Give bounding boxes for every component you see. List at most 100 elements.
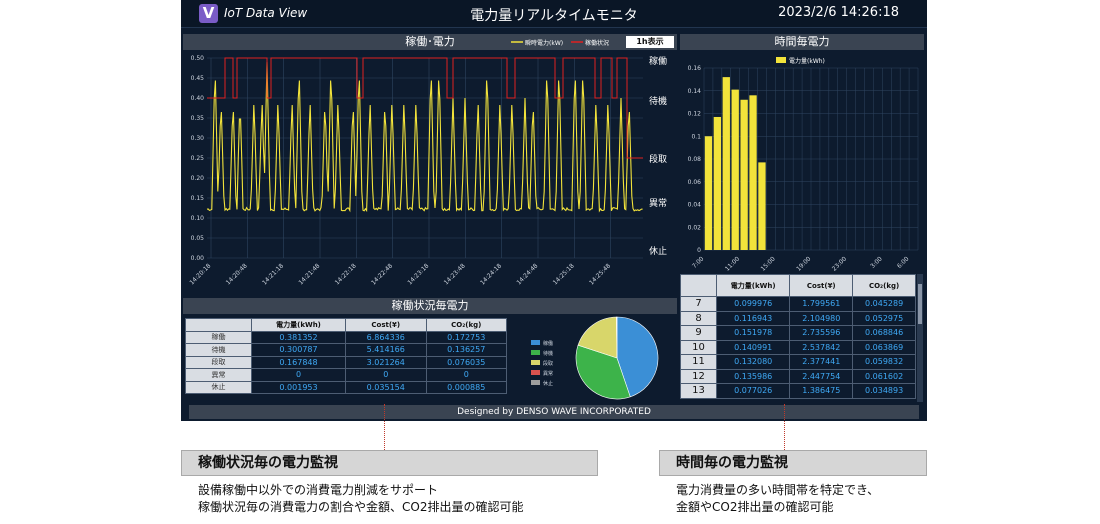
power-series-line	[206, 61, 643, 213]
bar	[722, 77, 730, 250]
bar	[749, 95, 757, 251]
table-cell: 待機	[185, 343, 252, 357]
range-1h-button[interactable]: 1h表示	[626, 36, 674, 48]
callout-hourly-line: 電力消費量の多い時間帯を特定でき、	[676, 483, 880, 497]
y-tick-label: 0.10	[191, 215, 205, 222]
y-tick-label: 0.45	[191, 75, 205, 82]
table-cell: 異常	[185, 368, 252, 382]
y-tick-label: 0.25	[191, 155, 205, 162]
table-cell: 0.151978	[715, 325, 791, 341]
pie-legend-swatch	[531, 350, 540, 355]
state-label: 待機	[649, 95, 667, 107]
table-cell: 0.167848	[250, 355, 347, 369]
table-cell: 0.052975	[852, 310, 916, 326]
table-row: 7 0.099976 1.799561 0.045289	[680, 296, 916, 312]
x-tick-label: 6:00	[896, 255, 911, 270]
app-logo-icon: V	[199, 4, 218, 23]
pie-legend-swatch	[531, 380, 540, 385]
pie-legend-swatch	[531, 340, 540, 345]
table-cell: 0.116943	[715, 310, 791, 326]
status-table: 電力量(kWh) Cost(¥) CO₂(kg) 稼働 0.381352 6.864…	[185, 318, 507, 394]
hourly-table-header: 電力量(kWh)	[715, 274, 791, 297]
table-cell: 0.077026	[715, 383, 791, 399]
status-table-header	[185, 318, 252, 332]
y-tick-label: 0.08	[688, 156, 702, 163]
table-cell: 5.414166	[345, 343, 427, 357]
callout-status-line: 稼働状況毎の消費電力の割合や金額、CO2排出量の確認可能	[198, 500, 524, 514]
state-label: 休止	[649, 245, 667, 257]
state-label: 稼働	[649, 55, 667, 67]
pie-legend-label: 休止	[543, 380, 553, 387]
x-tick-label: 14:24:48	[515, 262, 539, 286]
table-cell: 0.172753	[425, 330, 507, 344]
status-series-line	[207, 57, 643, 159]
x-tick-label: 19:00	[795, 255, 812, 272]
table-cell: 0.035154	[345, 380, 427, 394]
y-tick-label: 0.02	[688, 224, 702, 231]
scrollbar-thumb[interactable]	[918, 284, 922, 324]
current-datetime: 2023/2/6 14:26:18	[778, 5, 899, 20]
pie-legend-label: 異常	[543, 370, 553, 377]
status-panel-title-text: 稼働状況毎電力	[391, 299, 469, 312]
hourly-panel-title-text: 時間毎電力	[774, 35, 830, 48]
x-tick-label: 14:22:48	[370, 262, 394, 286]
page-title: 電力量リアルタイムモニタ	[470, 8, 638, 24]
table-cell: 段取	[185, 355, 252, 369]
table-cell: 6.864336	[345, 330, 427, 344]
hourly-table-scrollbar[interactable]	[917, 274, 923, 402]
pie-slice	[575, 344, 631, 400]
table-row: 11 0.132080 2.377441 0.059832	[680, 354, 916, 370]
callout-hourly-line: 金額やCO2排出量の確認可能	[676, 500, 834, 514]
y-tick-label: 0.12	[688, 111, 702, 118]
x-tick-label: 14:24:18	[479, 262, 503, 286]
table-cell: 1.799561	[789, 296, 854, 312]
y-tick-label: 0.00	[191, 255, 205, 262]
hourly-table: 電力量(kWh) Cost(¥) CO₂(kg) 7 0.099976 1.7995…	[680, 274, 916, 399]
x-tick-label: 14:23:48	[443, 262, 467, 286]
pie-legend-label: 待機	[543, 350, 553, 357]
y-tick-label: 0.1	[691, 133, 701, 140]
x-tick-label: 14:25:18	[552, 262, 576, 286]
table-cell: 3.021264	[345, 355, 427, 369]
table-cell: 2.377441	[789, 354, 854, 370]
callout-connector-left	[384, 404, 385, 450]
table-cell: 0.381352	[250, 330, 347, 344]
table-cell: 2.537842	[789, 339, 854, 355]
hourly-panel-title: 時間毎電力	[680, 34, 924, 50]
table-cell: 0.132080	[715, 354, 791, 370]
y-tick-label: 0.20	[191, 175, 205, 182]
table-cell: 2.104980	[789, 310, 854, 326]
table-row: 8 0.116943 2.104980 0.052975	[680, 310, 916, 326]
x-tick-label: 14:21:18	[261, 262, 285, 286]
table-row: 稼働 0.381352 6.864336 0.172753	[185, 330, 507, 344]
x-tick-label: 14:23:18	[406, 262, 430, 286]
y-tick-label: 0.30	[191, 135, 205, 142]
y-tick-label: 0.35	[191, 115, 205, 122]
operation-panel-title: 稼働･電力	[183, 34, 677, 50]
top-bar: V IoT Data View 電力量リアルタイムモニタ 2023/2/6 14…	[181, 0, 927, 28]
callout-status-line: 設備稼働中以外での消費電力削減をサポート	[198, 483, 439, 497]
table-cell: 0.140991	[715, 339, 791, 355]
pie-legend-label: 段取	[543, 360, 553, 367]
table-row: 13 0.077026 1.386475 0.034893	[680, 383, 916, 399]
y-tick-label: 0	[697, 247, 701, 254]
pie-slice	[616, 316, 659, 398]
table-row: 12 0.135986 2.447754 0.061602	[680, 368, 916, 384]
x-tick-label: 15:00	[760, 255, 777, 272]
x-tick-label: 11:00	[724, 255, 741, 272]
app-logo-text: IoT Data View	[224, 6, 308, 20]
table-cell: 0.045289	[852, 296, 916, 312]
table-row: 異常 0 0 0	[185, 368, 507, 382]
x-tick-label: 14:21:48	[297, 262, 321, 286]
callout-hourly-body: 電力消費量の多い時間帯を特定でき、 金額やCO2排出量の確認可能	[676, 482, 879, 516]
table-cell: 0	[425, 368, 507, 382]
table-row: 待機 0.300787 5.414166 0.136257	[185, 343, 507, 357]
footer: Designed by DENSO WAVE INCORPORATED	[189, 405, 919, 419]
hourly-table-header: CO₂(kg)	[852, 274, 916, 297]
table-cell: 0.059832	[852, 354, 916, 370]
operation-panel-title-text: 稼働･電力	[405, 35, 455, 48]
y-tick-label: 0.16	[688, 65, 702, 72]
x-tick-label: 14:20:48	[225, 262, 249, 286]
table-row: 段取 0.167848 3.021264 0.076035	[185, 355, 507, 369]
bar	[758, 162, 766, 250]
